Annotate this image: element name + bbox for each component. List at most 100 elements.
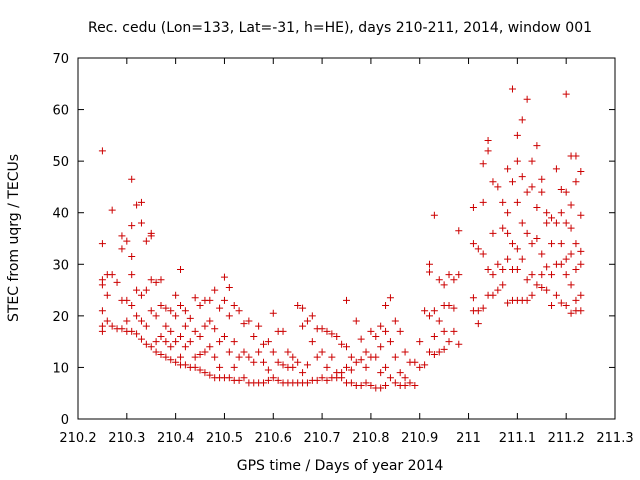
data-point [157,276,165,284]
data-point [518,173,526,181]
data-point [323,327,331,335]
data-point [357,381,365,389]
data-point [177,332,185,340]
data-point [401,374,409,382]
data-point [250,358,258,366]
data-point [343,296,350,304]
data-point [347,353,355,361]
data-point [98,147,106,155]
data-point [133,312,141,320]
data-point [196,302,204,310]
x-tick-label: 211 [456,431,481,446]
data-point [274,376,282,384]
data-point [108,322,116,330]
data-point [425,312,433,320]
data-point [494,260,502,268]
data-point [196,366,204,374]
data-point [137,317,145,325]
data-point [172,338,180,346]
y-axis-label: STEC from uqrg / TECUs [6,154,22,322]
data-point [362,348,370,356]
data-point [572,265,580,273]
data-point [494,183,502,191]
data-point [421,307,429,315]
data-point [245,317,253,325]
data-point [128,327,136,335]
data-point [211,353,219,361]
data-point [220,332,228,340]
data-point [377,369,385,377]
data-point [489,291,497,299]
data-point [538,283,546,291]
y-tick-label: 50 [52,155,69,170]
data-point [196,351,204,359]
data-point [474,307,482,315]
data-point [538,250,546,258]
data-point [430,211,438,219]
data-point [577,260,585,268]
data-point [201,322,209,330]
data-point [338,374,346,382]
data-point [577,247,585,255]
data-point [216,363,224,371]
data-point [572,296,580,304]
data-point [479,198,487,206]
x-tick-label: 210.4 [157,431,194,446]
x-tick-label: 211.1 [499,431,536,446]
data-point [133,330,141,338]
data-point [513,245,521,253]
data-point [425,348,433,356]
data-point [240,374,248,382]
data-point [172,358,180,366]
data-point [157,351,165,359]
data-point [230,363,238,371]
y-tick-label: 40 [52,207,69,222]
data-point [572,240,580,248]
data-point [128,302,136,310]
data-point [220,273,228,281]
data-point [567,309,575,317]
data-point [142,340,150,348]
data-point [484,265,492,273]
data-point [303,379,311,387]
data-point [440,345,448,353]
data-point [382,327,390,335]
data-point [328,330,336,338]
data-point [230,338,238,346]
x-tick-label: 210.2 [59,431,96,446]
data-point [308,338,316,346]
data-point [216,304,224,312]
data-point [196,332,204,340]
data-point [294,302,302,310]
data-point [562,90,570,98]
data-point [147,232,155,240]
data-point [577,167,585,175]
data-point [98,327,106,335]
data-point [133,201,141,209]
data-point [382,302,390,310]
data-point [167,343,175,351]
data-point [382,381,390,389]
plot-frame [77,57,616,420]
data-point [299,369,307,377]
data-point [562,302,570,310]
data-point [421,361,429,369]
data-point [279,361,287,369]
chart-title: Rec. cedu (Lon=133, Lat=-31, h=HE), days… [88,20,592,36]
data-point [172,291,180,299]
data-point [469,294,477,302]
data-point [567,224,575,232]
data-point [98,240,106,248]
data-point [103,291,111,299]
data-point [162,304,170,312]
data-point [142,237,150,245]
data-point [557,209,565,217]
data-point [552,219,560,227]
data-point [391,353,399,361]
data-point [137,219,145,227]
data-point [518,116,526,124]
y-tick-label: 10 [52,361,69,376]
data-point [479,160,487,168]
y-tick-label: 30 [52,258,69,273]
data-point [499,265,507,273]
